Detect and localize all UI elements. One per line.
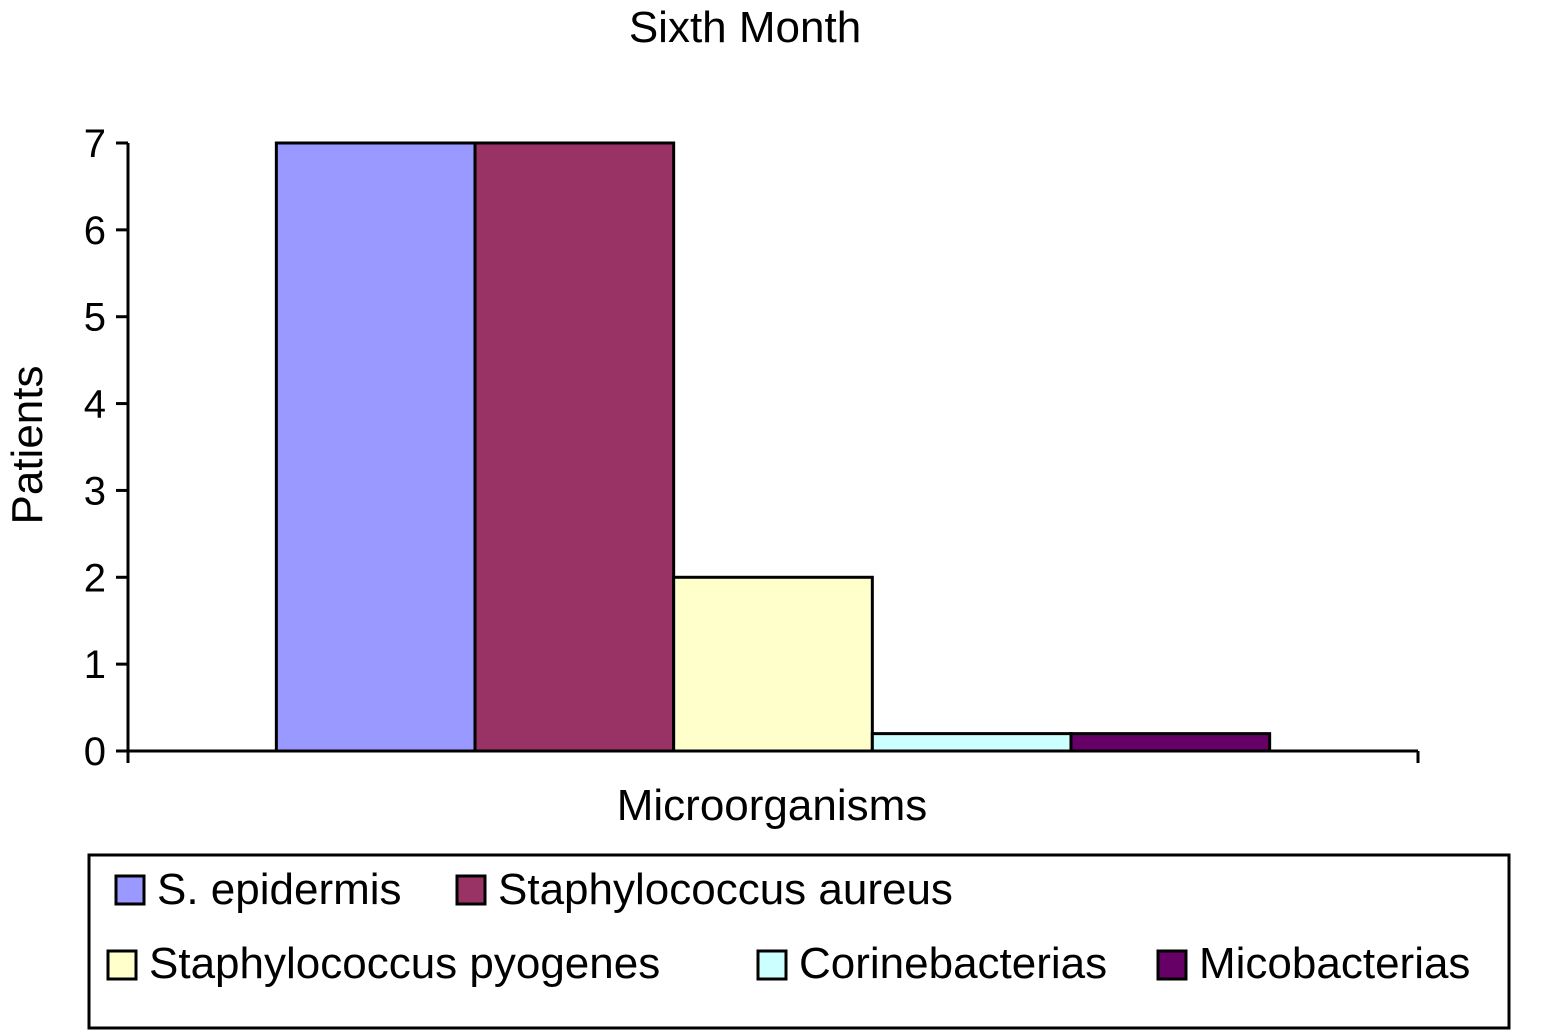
y-tick-label: 0: [84, 730, 106, 774]
legend-label-3: Staphylococcus pyogenes: [149, 939, 660, 988]
axes-layer: 0 1 2 3 4 5 6 7: [84, 122, 1420, 774]
y-tick-label: 1: [84, 643, 106, 687]
legend-swatch-4: [756, 949, 788, 981]
bar-5: [1069, 732, 1272, 753]
legend-swatch-1: [114, 874, 146, 906]
y-tick-label: 6: [84, 209, 106, 253]
bar-1: [274, 141, 477, 753]
legend-swatch-2: [455, 874, 487, 906]
bar-2: [473, 141, 676, 753]
legend-swatch-3: [106, 949, 138, 981]
legend-label-5: Micobacterias: [1199, 939, 1470, 988]
legend-swatch-5: [1156, 949, 1188, 981]
legend-label-4: Corinebacterias: [799, 939, 1107, 988]
y-tick-label: 2: [84, 556, 106, 600]
y-axis-label: Patients: [3, 366, 52, 525]
y-tick-label: 5: [84, 296, 106, 340]
legend-frame: [87, 853, 1511, 1030]
y-tick-label: 3: [84, 469, 106, 513]
bars-layer: [274, 141, 1272, 753]
chart-title: Sixth Month: [629, 3, 861, 52]
y-tick-label: 7: [84, 122, 106, 166]
legend-label-2: Staphylococcus aureus: [498, 865, 953, 914]
x-axis-label: Microorganisms: [617, 781, 928, 830]
bar-3: [672, 575, 874, 753]
legend-label-1: S. epidermis: [157, 865, 402, 914]
y-tick-label: 4: [84, 383, 106, 427]
legend: S. epidermis Staphylococcus aureus Staphyl…: [87, 853, 1511, 1030]
bar-4: [870, 732, 1073, 753]
